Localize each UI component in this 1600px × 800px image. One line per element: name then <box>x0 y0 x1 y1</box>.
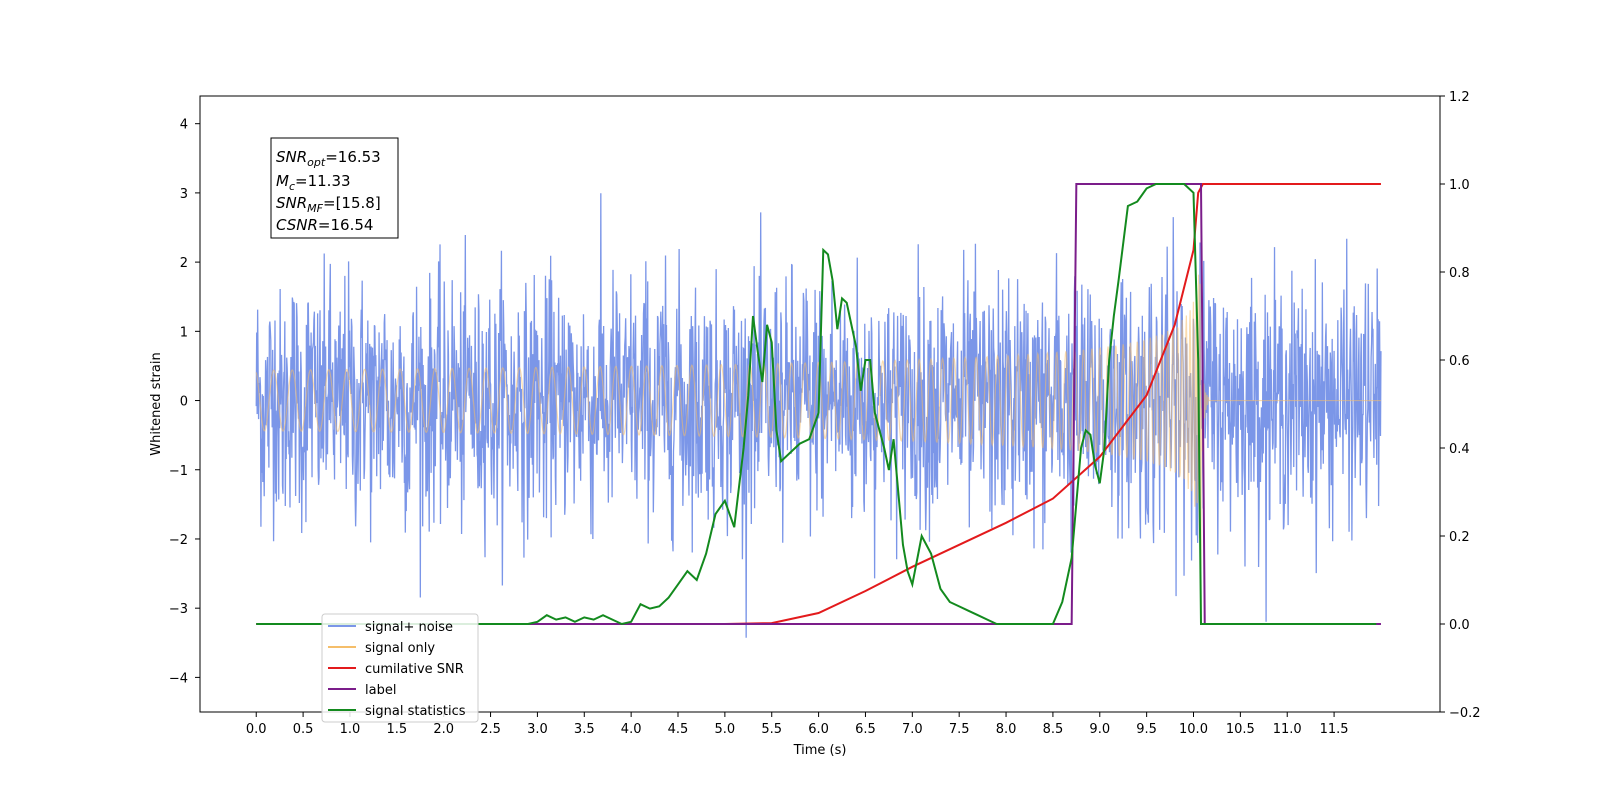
x-tick-label: 8.0 <box>996 722 1017 737</box>
y-right-tick-label: 0.0 <box>1449 618 1470 633</box>
series-line-signal-statistics <box>256 183 1377 626</box>
x-tick-label: 2.5 <box>480 722 501 737</box>
y-tick-label: −2 <box>169 533 188 548</box>
right-axis-series <box>256 183 1381 626</box>
legend: signal+ noise signal only cumilative SNR… <box>321 613 479 723</box>
x-tick-label: 0.0 <box>246 722 267 737</box>
plot-frame <box>199 95 1441 713</box>
y-tick-label: −4 <box>169 671 188 686</box>
annotation-snr-opt: SNRopt=16.53 <box>276 148 381 169</box>
y-right-tick-label: 0.4 <box>1449 442 1470 457</box>
x-tick-label: 5.0 <box>715 722 736 737</box>
x-axis: 0.0 0.5 1.0 1.5 2.0 2.5 3.0 3.5 4.0 4.5 5.0 5.5 6.0 6… <box>246 712 1349 737</box>
legend-label-signal-statistics: signal statistics <box>365 704 466 719</box>
y-tick-label: −1 <box>169 464 188 479</box>
y-tick-label: −3 <box>169 602 188 617</box>
y-tick-label: 2 <box>180 256 188 271</box>
x-tick-label: 4.0 <box>621 722 642 737</box>
x-tick-label: 10.0 <box>1179 722 1208 737</box>
y-axis-left: 4 3 2 1 0 −1 −2 −3 −4 <box>169 118 200 686</box>
annotation-mc: Mc=11.33 <box>276 172 351 193</box>
y-right-tick-label: 0.2 <box>1449 530 1470 545</box>
x-tick-label: 4.5 <box>668 722 689 737</box>
x-axis-label: Time (s) <box>793 743 847 758</box>
x-tick-label: 2.0 <box>433 722 454 737</box>
y-right-tick-label: 0.6 <box>1449 354 1470 369</box>
legend-label-signal-noise: signal+ noise <box>365 620 453 635</box>
signal-series <box>255 274 1381 570</box>
x-tick-label: 9.5 <box>1136 722 1157 737</box>
x-tick-label: 3.0 <box>527 722 548 737</box>
x-tick-label: 1.5 <box>386 722 407 737</box>
x-tick-label: 8.5 <box>1043 722 1064 737</box>
x-tick-label: 5.5 <box>761 722 782 737</box>
annotation-snr-mf: SNRMF=[15.8] <box>276 194 381 215</box>
x-tick-label: 1.0 <box>340 722 361 737</box>
y-axis-label: Whitened strain <box>149 352 164 455</box>
y-tick-label: 4 <box>180 118 188 133</box>
x-tick-label: 3.5 <box>574 722 595 737</box>
y-right-tick-label: 1.2 <box>1449 90 1470 105</box>
legend-label-cumilative-snr: cumilative SNR <box>365 662 464 677</box>
y-axis-right: 1.2 1.0 0.8 0.6 0.4 0.2 0.0 −0.2 <box>1440 90 1481 721</box>
annotation-box: SNRopt=16.53 Mc=11.33 SNRMF=[15.8] CSNR=… <box>270 137 399 239</box>
x-tick-label: 11.5 <box>1320 722 1349 737</box>
x-tick-label: 10.5 <box>1226 722 1255 737</box>
x-tick-label: 6.0 <box>808 722 829 737</box>
x-tick-label: 7.5 <box>949 722 970 737</box>
legend-label-signal-only: signal only <box>365 641 435 656</box>
y-tick-label: 0 <box>180 395 188 410</box>
x-tick-label: 7.0 <box>902 722 923 737</box>
series-line-cumilative-snr <box>256 183 1381 625</box>
y-right-tick-label: 0.8 <box>1449 266 1470 281</box>
x-tick-label: 9.0 <box>1089 722 1110 737</box>
x-tick-label: 0.5 <box>293 722 314 737</box>
y-right-tick-label: 1.0 <box>1449 178 1470 193</box>
x-tick-label: 6.5 <box>855 722 876 737</box>
y-tick-label: 1 <box>180 325 188 340</box>
legend-label-label: label <box>365 683 396 698</box>
y-right-tick-label: −0.2 <box>1449 706 1481 721</box>
series-line-signal-only <box>255 274 1381 570</box>
annotation-csnr: CSNR=16.54 <box>276 216 373 234</box>
x-tick-label: 11.0 <box>1273 722 1302 737</box>
y-tick-label: 3 <box>180 187 188 202</box>
